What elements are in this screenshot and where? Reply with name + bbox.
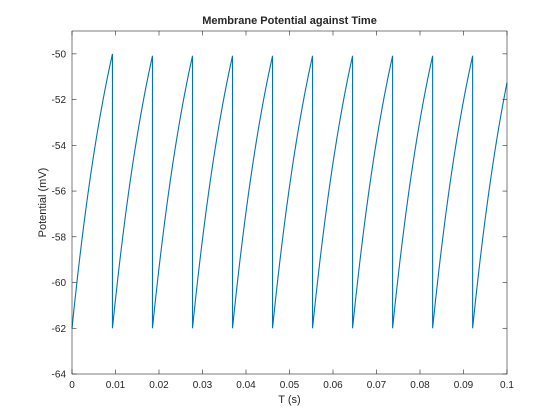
x-tick-label: 0.05 (280, 380, 300, 391)
x-tick-label: 0.03 (193, 380, 213, 391)
y-tick-label: -62 (52, 324, 67, 335)
membrane-potential-series-line (71, 53, 508, 329)
y-axis-label: Potential (mV) (37, 168, 49, 238)
x-tick-label: 0.09 (454, 380, 474, 391)
y-tick-label: -52 (52, 95, 67, 106)
x-tick-label: 0.07 (367, 380, 387, 391)
x-tick-label: 0.1 (500, 380, 514, 391)
x-tick-label: 0 (69, 380, 75, 391)
plot-area (71, 53, 508, 329)
ticks: 0 0.01 0.02 0.03 0.04 0.05 0.06 0.07 0.08 0.09 0.1… (52, 31, 514, 391)
x-tick-label: 0.02 (149, 380, 169, 391)
y-tick-label: -58 (52, 232, 67, 243)
x-tick-label: 0.08 (410, 380, 430, 391)
y-tick-label: -64 (52, 370, 67, 381)
y-tick-label: -50 (52, 49, 67, 60)
chart-title: Membrane Potential against Time (202, 15, 377, 27)
x-tick-label: 0.04 (236, 380, 256, 391)
y-tick-label: -60 (52, 278, 67, 289)
y-tick-label: -56 (52, 187, 67, 198)
x-tick-label: 0.01 (106, 380, 126, 391)
y-tick-label: -54 (52, 141, 67, 152)
x-tick-label: 0.06 (323, 380, 343, 391)
x-axis-label: T (s) (278, 394, 300, 406)
